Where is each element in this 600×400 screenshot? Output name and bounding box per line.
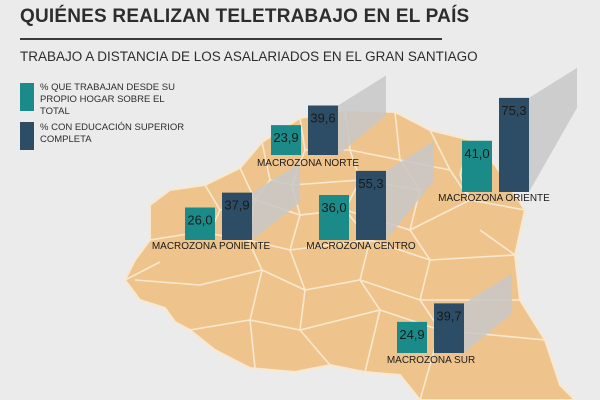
macrozona-poniente-value-education: 37,9 — [224, 198, 249, 213]
macrozona-sur-bar-education — [434, 303, 464, 353]
macrozona-oriente-bar-home — [462, 140, 492, 192]
title-divider — [20, 38, 442, 40]
macrozona-poniente-bar-education — [222, 192, 252, 240]
macrozona-oriente-label: MACROZONA ORIENTE — [438, 193, 550, 204]
macrozona-sur-value-education: 39,7 — [436, 308, 461, 323]
macrozona-centro-bar-education — [356, 170, 386, 240]
bars: 23,9 39,6 MACROZONA NORTE 41,0 75,3 MACROZONA… — [152, 97, 550, 366]
macrozona-norte-bar-home — [271, 125, 301, 155]
macrozona-oriente-bar-education — [499, 97, 529, 192]
macrozona-centro-value-home: 36,0 — [321, 200, 346, 215]
macrozona-norte-value-education: 39,6 — [310, 111, 335, 126]
macrozona-centro-label: MACROZONA CENTRO — [306, 241, 416, 252]
macrozona-sur-value-home: 24,9 — [399, 327, 424, 342]
legend-label-home: % QUE TRABAJAN DESDE SU PROPIO HOGAR SOB… — [40, 82, 175, 117]
macrozona-norte-bar-education — [308, 105, 338, 155]
page-title: QUIÉNES REALIZAN TELETRABAJO EN EL PAÍS — [20, 6, 470, 27]
macrozona-poniente-bar-home — [185, 207, 215, 240]
macrozona-oriente-value-education: 75,3 — [501, 103, 526, 118]
macrozona-poniente-value-home: 26,0 — [187, 213, 212, 228]
macrozona-poniente-label: MACROZONA PONIENTE — [152, 241, 271, 252]
legend-label-education: % CON EDUCACIÓN SUPERIOR COMPLETA — [40, 122, 185, 145]
macrozona-sur-label: MACROZONA SUR — [387, 355, 475, 366]
chart-subtitle: TRABAJO A DISTANCIA DE LOS ASALARIADOS E… — [20, 49, 478, 64]
macrozona-norte-value-home: 23,9 — [273, 130, 298, 145]
macrozona-norte-label: MACROZONA NORTE — [257, 158, 359, 169]
macrozona-centro-bar-home — [319, 195, 349, 240]
macrozona-oriente-value-home: 41,0 — [464, 146, 489, 161]
macrozona-centro-value-education: 55,3 — [358, 176, 383, 191]
legend-swatch-education — [20, 122, 34, 150]
legend-swatch-home — [20, 83, 34, 111]
macrozona-sur-bar-home — [397, 321, 427, 353]
